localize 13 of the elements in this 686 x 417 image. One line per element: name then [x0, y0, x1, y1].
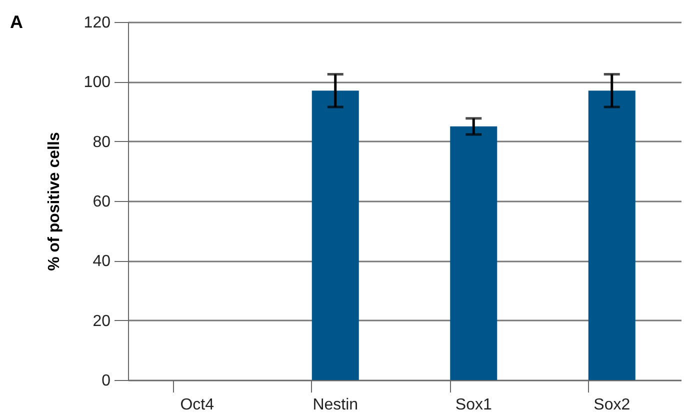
- text: A: [10, 12, 23, 32]
- y-tick-label: 60: [92, 194, 111, 210]
- x-tick-label: Sox1: [455, 396, 492, 414]
- y-tick-label: 0: [102, 372, 111, 390]
- y-tick-label: 80: [92, 134, 111, 151]
- x-tick-label: Nestin: [312, 396, 358, 414]
- y-tick-label: 100: [84, 74, 111, 92]
- x-tick-label: Oct4: [180, 396, 214, 414]
- y-tick-label: 40: [92, 253, 111, 270]
- y-tick-label: 120: [84, 14, 111, 32]
- y-tick-label: 20: [92, 312, 111, 330]
- x-tick-label: Sox2: [594, 396, 630, 414]
- y-axis-title: % of positive cells: [46, 132, 63, 271]
